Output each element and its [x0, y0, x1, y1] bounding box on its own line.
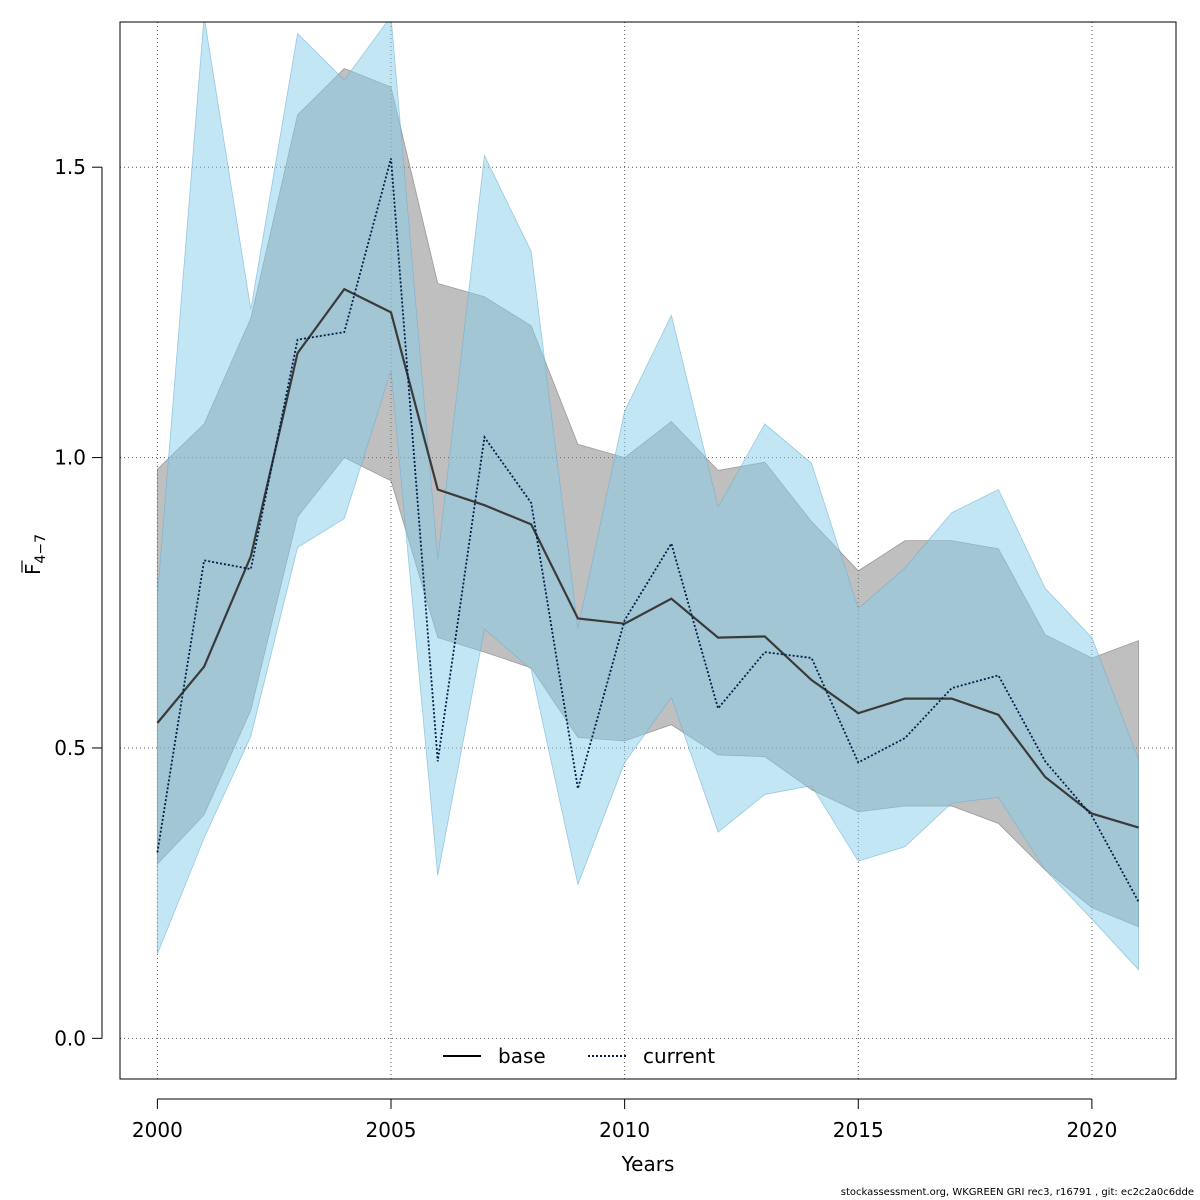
- y-tick-label: 1.0: [54, 446, 86, 470]
- footer-credit: stockassessment.org, WKGREEN GRI rec3, r…: [840, 1187, 1194, 1198]
- legend: base current: [443, 1044, 715, 1068]
- legend-label-base: base: [498, 1044, 546, 1068]
- series-lines: [156, 158, 1140, 903]
- series-line-base: [156, 287, 1139, 829]
- x-tick-label: 2020: [1066, 1118, 1117, 1142]
- x-tick-label: 2005: [366, 1118, 417, 1142]
- x-tick-label: 2000: [132, 1118, 183, 1142]
- svg-text:F4−7: F4−7: [21, 534, 49, 575]
- x-tick-label: 2015: [833, 1118, 884, 1142]
- legend-label-current: current: [643, 1044, 715, 1068]
- plot-frame: [119, 21, 1177, 1080]
- y-axis-title: F4−7: [21, 534, 49, 575]
- series-line-current: [156, 158, 1140, 903]
- y-tick-label: 0.0: [54, 1026, 86, 1050]
- y-axis-title-subscript: 4−7: [33, 534, 49, 564]
- x-tick-label: 2010: [599, 1118, 650, 1142]
- y-axis-title-main: F: [21, 564, 45, 576]
- y-tick-label: 0.5: [54, 736, 86, 760]
- y-tick-label: 1.5: [54, 155, 86, 179]
- confidence-bands: [156, 22, 1140, 971]
- x-axis-title: Years: [621, 1152, 675, 1176]
- band-current: [156, 22, 1140, 971]
- axes: 2000 2005 2010 2015 2020 0.0 0.5 1.0 1.5: [54, 155, 1117, 1142]
